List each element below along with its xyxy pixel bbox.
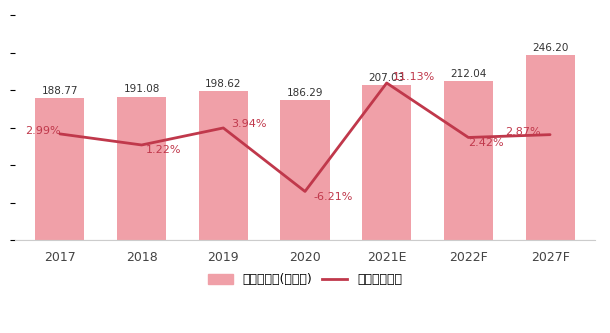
Bar [117, 97, 166, 240]
Text: 1.22%: 1.22% [146, 145, 181, 155]
Text: 2.99%: 2.99% [26, 127, 61, 137]
Text: 11.13%: 11.13% [393, 72, 436, 82]
Text: 188.77: 188.77 [41, 86, 78, 96]
Text: 191.08: 191.08 [123, 85, 160, 95]
Bar [35, 99, 84, 240]
Text: 207.03: 207.03 [368, 73, 405, 83]
Text: -6.21%: -6.21% [313, 192, 353, 202]
Text: 198.62: 198.62 [205, 79, 242, 89]
Bar [281, 100, 329, 240]
Text: 186.29: 186.29 [287, 88, 323, 98]
Bar [199, 91, 248, 240]
Text: 212.04: 212.04 [450, 69, 487, 79]
Legend: 美国销售额(千万元), 消费额增长率: 美国销售额(千万元), 消费额增长率 [204, 270, 406, 290]
Text: 2.87%: 2.87% [505, 127, 541, 137]
Text: 3.94%: 3.94% [231, 119, 267, 129]
Bar [444, 81, 493, 240]
Text: 2.42%: 2.42% [468, 138, 504, 148]
Text: 246.20: 246.20 [532, 43, 569, 53]
Bar [526, 55, 575, 240]
Bar [362, 85, 411, 240]
